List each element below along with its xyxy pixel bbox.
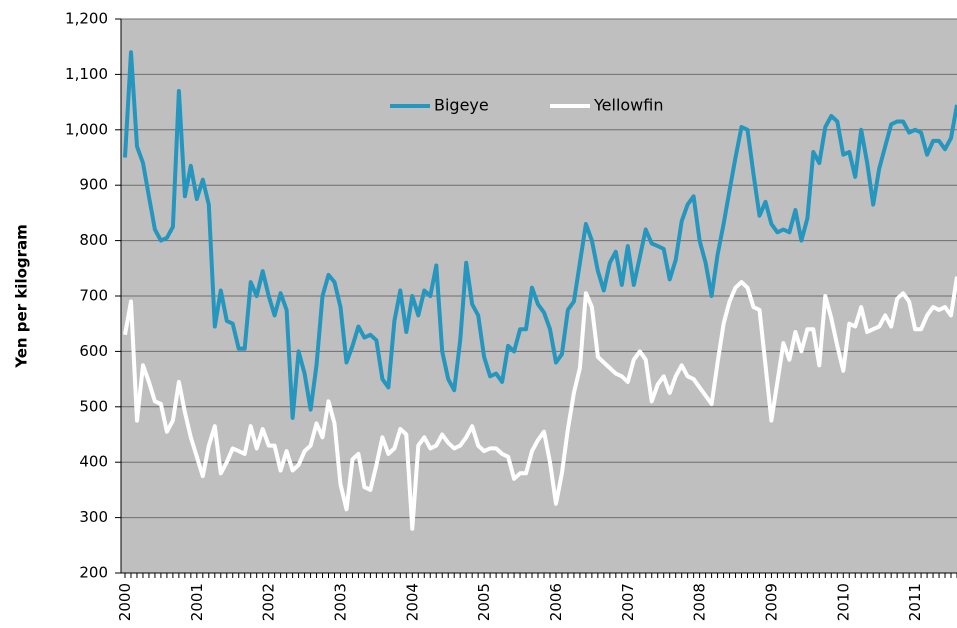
series-line (123, 50, 957, 420)
y-tick-label: 1,000 (65, 120, 108, 138)
y-tick-label: 500 (79, 397, 108, 415)
x-tick-label: 2007 (619, 583, 637, 621)
y-tick-label: 700 (79, 287, 108, 305)
legend-label: Bigeye (434, 96, 489, 115)
x-tick-label: 2005 (475, 583, 493, 621)
x-tick-label: 2000 (116, 583, 134, 621)
y-tick-label: 300 (79, 508, 108, 526)
x-tick-label: 2006 (547, 583, 565, 621)
x-tick-label: 2002 (260, 583, 278, 621)
y-tick-label: 600 (79, 342, 108, 360)
x-tick-label: 2004 (403, 583, 421, 621)
y-tick-label: 1,200 (65, 10, 108, 28)
series-line (123, 276, 957, 531)
y-tick-label: 900 (79, 176, 108, 194)
y-tick-label: 400 (79, 453, 108, 471)
x-tick-label: 2009 (762, 583, 780, 621)
x-tick-label: 2001 (188, 583, 206, 621)
x-tick-label: 2008 (691, 583, 709, 621)
x-tick-label: 2003 (331, 583, 349, 621)
x-tick-label: 2010 (834, 583, 852, 621)
y-tick-label: 800 (79, 231, 108, 249)
legend-label: Yellowfin (593, 96, 663, 115)
y-axis-label: Yen per kilogram (13, 224, 31, 369)
y-tick-label: 200 (79, 564, 108, 582)
y-tick-label: 1,100 (65, 65, 108, 83)
x-tick-label: 2011 (906, 583, 924, 621)
